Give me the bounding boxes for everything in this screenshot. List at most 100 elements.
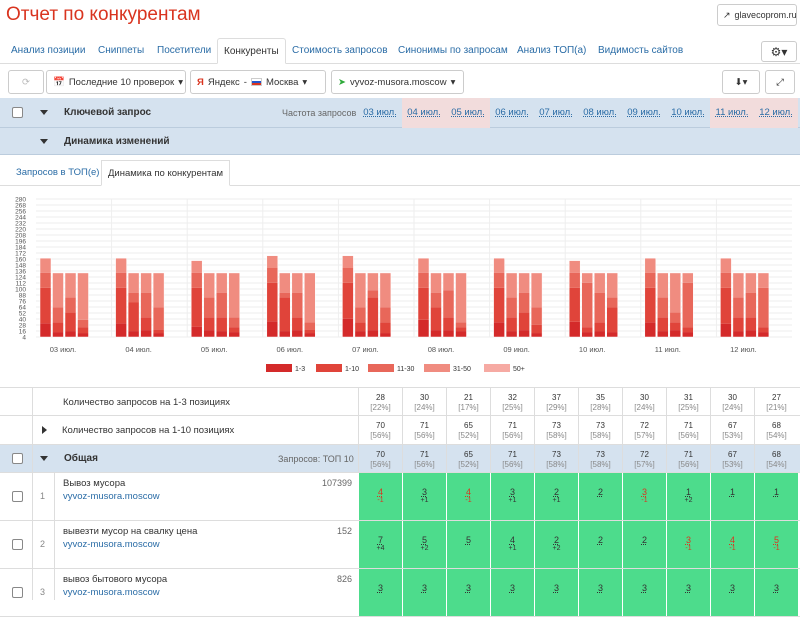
row-checkbox[interactable] (12, 491, 23, 502)
caret-down-icon[interactable] (40, 456, 48, 461)
position-cell[interactable]: 3 (754, 569, 798, 616)
settings-button[interactable]: ⚙▾ (761, 41, 797, 62)
tab-synonyms[interactable]: Синонимы по запросам (398, 45, 508, 56)
chart-bar (367, 272, 379, 338)
query-site-link[interactable]: vyvoz-musora.moscow (63, 491, 160, 502)
refresh-button[interactable]: ⟳ (8, 70, 44, 94)
row-checkbox[interactable] (12, 587, 23, 598)
chart-bar (39, 257, 52, 338)
position-cell[interactable]: 3 (446, 569, 490, 616)
position-cell[interactable]: 4 +1 (490, 521, 534, 568)
position-cell[interactable]: 3 -1 (666, 521, 710, 568)
period-select[interactable]: 📅 Последние 10 проверок ▾ (46, 70, 186, 94)
tab-site-visibility[interactable]: Видимость сайтов (598, 45, 684, 56)
chart-bar-segment (455, 331, 467, 337)
site-select[interactable]: ➤ vyvoz-musora.moscow ▾ (331, 70, 464, 94)
date-header[interactable]: 06 июл. (495, 107, 529, 118)
tab-position-analysis[interactable]: Анализ позиции (11, 45, 86, 56)
position-cell[interactable]: 3 (358, 569, 402, 616)
date-header[interactable]: 03 июл. (363, 107, 397, 118)
position-cell[interactable]: 3 +1 (490, 473, 534, 520)
tab-visitors[interactable]: Посетители (157, 45, 212, 56)
position-cell[interactable]: 4 -1 (446, 473, 490, 520)
position-cell[interactable]: 3 (710, 569, 754, 616)
position-cell[interactable]: 2 +2 (534, 521, 578, 568)
position-cell[interactable]: 2 +1 (534, 473, 578, 520)
legend-swatch (368, 364, 394, 372)
position-cell[interactable]: 2 (622, 521, 666, 568)
date-header[interactable]: 11 июл. (710, 98, 754, 128)
tab-competitor-dynamics[interactable]: Динамика по конкурентам (101, 160, 231, 186)
chart-bar-segment (342, 268, 354, 283)
chart-bar-segment (40, 287, 51, 324)
position-cell[interactable]: 7 +4 (358, 521, 402, 568)
position-cell[interactable]: 5 +2 (402, 521, 446, 568)
group-checkbox[interactable] (12, 453, 23, 464)
engine-region-select[interactable]: Я Яндекс - Москва ▾ (190, 70, 326, 94)
query-site-link[interactable]: vyvoz-musora.moscow (63, 539, 160, 550)
date-header[interactable]: 04 июл. (402, 98, 446, 128)
chart-bar-segment (644, 287, 656, 323)
fullscreen-button[interactable]: ⤢ (765, 70, 795, 94)
tab-top-queries[interactable]: Запросов в ТОП(е) (16, 167, 100, 178)
chart-bar-segment (354, 331, 366, 337)
position-cell[interactable]: 5 (446, 521, 490, 568)
chevron-down-icon: ▾ (302, 76, 308, 88)
tab-query-cost[interactable]: Стоимость запросов (292, 45, 388, 56)
date-header[interactable]: 09 июл. (627, 107, 661, 118)
chart-bar-segment (279, 297, 291, 332)
refresh-icon: ⟳ (22, 76, 30, 88)
tab-competitors[interactable]: Конкуренты (217, 38, 286, 64)
position-cell[interactable]: 3 (622, 569, 666, 616)
row-checkbox[interactable] (12, 539, 23, 550)
chart-bar-segment (291, 317, 303, 331)
chart-bar (266, 255, 279, 338)
position-cell[interactable]: 1 (754, 473, 798, 520)
caret-down-icon[interactable] (40, 110, 48, 115)
chart-bar-segment (291, 272, 303, 293)
date-header[interactable]: 12 июл. (754, 98, 798, 128)
date-header[interactable]: 05 июл. (446, 98, 490, 128)
position-cell[interactable]: 4 -1 (710, 521, 754, 568)
position-cell[interactable]: 3 (534, 569, 578, 616)
y-tick-label: 244 (15, 215, 26, 222)
group-summary: Запросов: ТОП 10 (278, 454, 354, 464)
chart-bar-segment (40, 323, 51, 337)
chart-bar-segment (732, 331, 744, 337)
chart-bar-segment (191, 260, 203, 273)
engine-label: Яндекс (207, 76, 240, 88)
position-cell[interactable]: 2 (578, 473, 622, 520)
chart-bar-segment (52, 272, 64, 308)
position-cell[interactable]: 3 (578, 569, 622, 616)
position-cell[interactable]: 2 (578, 521, 622, 568)
y-tick-label: 232 (15, 221, 26, 228)
position-cell[interactable]: 3 (666, 569, 710, 616)
y-tick-label: 64 (19, 305, 27, 312)
x-tick-label: 05 июл. (201, 345, 228, 354)
position-cell[interactable]: 1 +2 (666, 473, 710, 520)
stat-cell: 21 [17%] (446, 388, 490, 416)
date-header[interactable]: 10 июл. (671, 107, 705, 118)
position-cell[interactable]: 1 (710, 473, 754, 520)
caret-down-icon[interactable] (40, 139, 48, 144)
competitor-dynamics-chart: 2802682562442322202081961841721601481361… (15, 197, 792, 373)
query-site-link[interactable]: vyvoz-musora.moscow (63, 587, 160, 598)
x-tick-label: 04 июл. (125, 345, 152, 354)
date-header[interactable]: 07 июл. (539, 107, 573, 118)
position-cell[interactable]: 5 -1 (754, 521, 798, 568)
chart-bar-segment (720, 258, 732, 273)
position-cell[interactable]: 3 (402, 569, 446, 616)
download-button[interactable]: ⬇▾ (722, 70, 760, 94)
chart-bar-segment (40, 272, 51, 288)
position-cell[interactable]: 3 +1 (402, 473, 446, 520)
tab-snippets[interactable]: Сниппеты (98, 45, 145, 56)
chart-bar-segment (732, 272, 744, 298)
position-cell[interactable]: 3 -1 (622, 473, 666, 520)
position-cell[interactable]: 4 -1 (358, 473, 402, 520)
site-link-button[interactable]: ↗ glavecoprom.ru (717, 4, 797, 26)
select-all-checkbox[interactable] (12, 107, 23, 118)
tab-top-analysis[interactable]: Анализ ТОП(а) (517, 45, 587, 56)
date-header[interactable]: 08 июл. (583, 107, 617, 118)
caret-right-icon[interactable] (42, 426, 47, 434)
position-cell[interactable]: 3 (490, 569, 534, 616)
